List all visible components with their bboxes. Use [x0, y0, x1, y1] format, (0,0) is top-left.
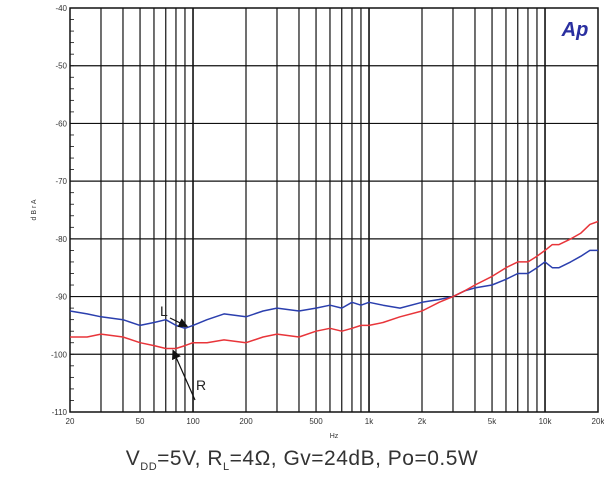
series-layer [69, 220, 599, 350]
y-tick-label: -100 [51, 350, 68, 359]
y-tick-label: -40 [55, 4, 67, 13]
x-tick-label: 100 [186, 417, 200, 426]
plot-frame [69, 7, 599, 413]
callout-label-r: R [196, 377, 206, 393]
series-line-l [69, 249, 598, 330]
x-tick-label: 20 [66, 417, 75, 426]
thd-plot: 20 50 100 200 500 1k 2k 5k 10k 20k -40 -50 -60 -70 -80… [31, 4, 604, 440]
caption-vdd-value: =5V, R [157, 447, 224, 470]
y-tick-label: -70 [55, 177, 67, 186]
y-axis-label: d B r A [31, 199, 38, 220]
x-tick-label: 1k [365, 417, 374, 426]
x-tick-label: 10k [539, 417, 553, 426]
label-layer: 20 50 100 200 500 1k 2k 5k 10k 20k -40 -50 -60 -70 -80… [31, 4, 604, 440]
chart-caption: VDD=5V, RL=4Ω, Gv=24dB, Po=0.5W [0, 447, 604, 473]
chart-svg: 20 50 100 200 500 1k 2k 5k 10k 20k -40 -50 -60 -70 -80… [31, 4, 604, 440]
grid-layer [69, 7, 599, 413]
y-tick-label: -50 [55, 62, 67, 71]
y-tick-label: -80 [55, 235, 67, 244]
x-tick-label: 500 [309, 417, 323, 426]
x-axis-label: Hz [330, 433, 339, 440]
callout-arrow-l [169, 317, 189, 327]
y-tick-label: -60 [55, 119, 67, 128]
caption-vdd-sub: DD [140, 461, 158, 474]
caption-conditions: =4Ω, Gv=24dB, Po=0.5W [229, 447, 479, 470]
series-line-r [70, 220, 599, 350]
caption-rl-sub: L [223, 461, 230, 474]
callout-arrow-r [172, 349, 196, 401]
x-tick-label: 200 [239, 417, 253, 426]
x-tick-label: 2k [418, 417, 427, 426]
x-tick-label: 50 [136, 417, 145, 426]
ap-logo: Ap [561, 19, 589, 41]
callout-label-l: L [160, 303, 168, 319]
x-tick-label: 20k [592, 417, 604, 426]
caption-vdd: V [125, 447, 141, 470]
x-tick-label: 5k [488, 417, 497, 426]
y-tick-label: -110 [52, 408, 68, 417]
y-tick-label: -90 [55, 293, 67, 302]
